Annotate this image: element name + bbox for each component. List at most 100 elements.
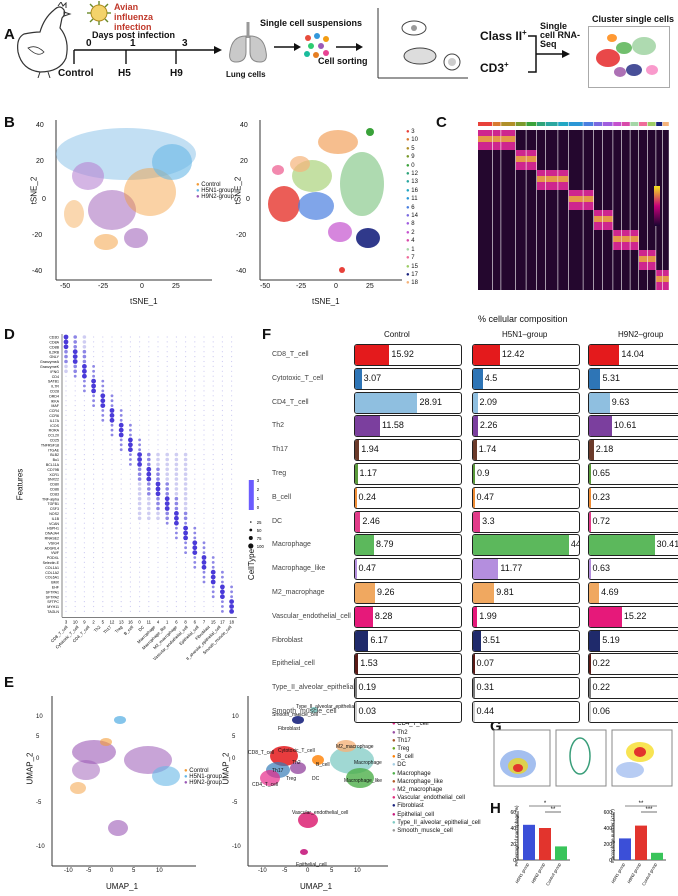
dotplot-dot: [146, 471, 152, 477]
dotplot-dot: [166, 414, 168, 416]
composition-value: 1.17: [359, 468, 378, 478]
dotplot-dot: [231, 356, 233, 358]
dotplot-dot: [221, 605, 224, 608]
tsne-right-ytick-2: 0: [246, 196, 250, 203]
dotplot-gene-label: IL7R: [51, 385, 59, 389]
tsne-left-xtick-3: 25: [172, 283, 180, 290]
composition-bar-fill: [473, 416, 478, 437]
composition-bar: 8.28: [354, 605, 462, 628]
dotplot-dot: [120, 547, 122, 549]
dotplot-dot: [137, 462, 142, 467]
dotplot-dot: [65, 414, 67, 416]
dotplot-dot: [212, 346, 214, 348]
dotplot-dot: [65, 449, 67, 451]
dotplot-dot: [166, 576, 168, 578]
dotplot-dot: [139, 424, 141, 426]
umap-legend-item: ● Epithelial_cell: [392, 811, 434, 818]
dotplot-dot: [111, 605, 113, 608]
dotplot-dot: [148, 596, 150, 598]
dotplot-dot: [231, 414, 233, 416]
dotplot-dot: [211, 585, 215, 589]
dotplot-dot: [231, 556, 233, 559]
heatmap-hot-band: [545, 176, 558, 182]
dotplot-dot: [74, 473, 76, 475]
dotplot-dot: [83, 601, 85, 603]
dotplot-dot: [166, 385, 168, 387]
dotplot-dot: [139, 409, 141, 412]
dotplot-dot: [166, 556, 168, 559]
dotplot-dot: [212, 405, 214, 407]
dotplot-dot: [111, 385, 113, 387]
dotplot-dot: [118, 422, 124, 428]
dotplot-dot: [102, 512, 104, 514]
heatmap-block: [647, 150, 656, 170]
dotplot-dot: [175, 610, 177, 612]
dotplot-dot: [102, 444, 104, 446]
composition-bar: 44.4: [472, 534, 580, 557]
dotplot-dot: [83, 503, 85, 505]
dotplot-dot: [203, 356, 205, 358]
heatmap-hot-band: [537, 176, 545, 182]
dotplot-dot: [231, 547, 233, 549]
dotplot-dot: [221, 409, 223, 412]
composition-bar: 4.5: [472, 367, 580, 390]
dotplot-dot: [147, 457, 151, 462]
dotplot-dot: [120, 493, 122, 495]
dotplot-dot: [157, 375, 159, 377]
dotplot-dot: [146, 466, 152, 472]
heatmap-block: [647, 230, 656, 250]
dotplot-dot: [175, 336, 177, 338]
dotplot-dot: [157, 419, 159, 421]
composition-bar-fill: [589, 583, 600, 603]
tsne-right-xlabel: tSNE_1: [312, 297, 340, 306]
dotplot-dot: [83, 591, 85, 593]
dotplot-dot: [93, 605, 95, 608]
dotplot-pct-tick: 75: [257, 536, 262, 541]
heatmap-block: [545, 150, 558, 170]
dotplot-dot: [183, 516, 188, 521]
h-bar: [651, 852, 663, 860]
dotplot-gene-label: BLB2: [50, 453, 59, 457]
heatmap-block: [594, 270, 602, 290]
dotplot-dot: [74, 458, 76, 461]
heatmap-block: [602, 170, 613, 190]
dotplot-dot: [166, 439, 168, 441]
dotplot-dot: [231, 429, 233, 431]
dotplot-dot: [74, 429, 76, 431]
dotplot-dot: [203, 473, 205, 475]
cd3-label: CD3+: [480, 60, 509, 75]
dotplot-dot: [166, 581, 168, 583]
dotplot-dot: [221, 351, 223, 353]
facs-plot: [377, 8, 468, 79]
dotplot-celltype-label: Th2: [93, 624, 102, 633]
dotplot-dot: [93, 507, 95, 510]
dotplot-gene-label: RNASE2: [45, 537, 59, 541]
dotplot-dot: [165, 462, 169, 467]
dotplot-gene-label: CD79B: [47, 468, 59, 472]
composition-bar-fill: [355, 440, 360, 461]
dotplot-cluster-tick: 0: [138, 619, 141, 624]
dotplot-dot: [63, 339, 69, 345]
heatmap-block: [639, 190, 647, 210]
composition-value: 0.63: [592, 563, 611, 574]
dotplot-dot: [93, 517, 95, 519]
composition-value: 0.22: [592, 682, 611, 693]
dotplot-gene-label: IL17A: [50, 419, 60, 423]
cluster-legend-item: ● 14: [406, 213, 418, 220]
dotplot-dot: [202, 541, 206, 545]
dotplot-dot: [148, 439, 150, 441]
dotplot-dot: [102, 439, 104, 441]
heatmap-block: [501, 190, 516, 210]
dotplot-dot: [231, 375, 233, 377]
dotplot-dot: [175, 400, 177, 402]
composition-bar-fill: [589, 464, 591, 484]
composition-value: 3.3: [482, 515, 495, 526]
dotplot-dot: [110, 428, 114, 432]
dotplot-dot: [129, 473, 131, 475]
dotplot-dot: [93, 571, 95, 573]
dotplot-dot: [129, 458, 132, 461]
dotplot-dot: [203, 478, 205, 480]
dotplot-dot: [194, 507, 196, 510]
dotplot-dot: [157, 434, 159, 436]
dotplot-dot: [183, 467, 188, 472]
